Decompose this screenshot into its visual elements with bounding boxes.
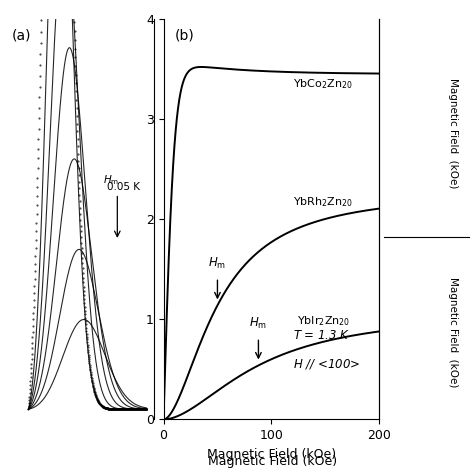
Text: YbRh$_2$Zn$_{20}$: YbRh$_2$Zn$_{20}$ xyxy=(293,195,353,209)
Text: Magnetic Field (kOe): Magnetic Field (kOe) xyxy=(208,455,337,467)
Text: Magnetic Field  (kOe): Magnetic Field (kOe) xyxy=(447,277,458,387)
Text: $H_\mathrm{m}$: $H_\mathrm{m}$ xyxy=(209,256,227,271)
Text: (b): (b) xyxy=(174,29,194,43)
X-axis label: Magnetic Field (kOe): Magnetic Field (kOe) xyxy=(207,448,336,461)
Text: Magnetic Field  (kOe): Magnetic Field (kOe) xyxy=(447,78,458,188)
Text: YbCo$_2$Zn$_{20}$: YbCo$_2$Zn$_{20}$ xyxy=(293,77,353,91)
Text: 0.05 K: 0.05 K xyxy=(107,182,140,192)
Text: (a): (a) xyxy=(12,29,31,43)
Y-axis label: Magnetization ($\mu_\mathrm{B}$/Yb): Magnetization ($\mu_\mathrm{B}$/Yb) xyxy=(123,151,140,288)
Text: YbIr$_2$Zn$_{20}$: YbIr$_2$Zn$_{20}$ xyxy=(297,314,350,328)
Text: $H_\mathrm{m}$: $H_\mathrm{m}$ xyxy=(249,316,267,331)
Text: $H$ // <100>: $H$ // <100> xyxy=(293,357,360,371)
Text: $T$ = 1.3 K: $T$ = 1.3 K xyxy=(293,329,350,342)
Text: $H_\mathrm{m}$: $H_\mathrm{m}$ xyxy=(103,173,119,187)
